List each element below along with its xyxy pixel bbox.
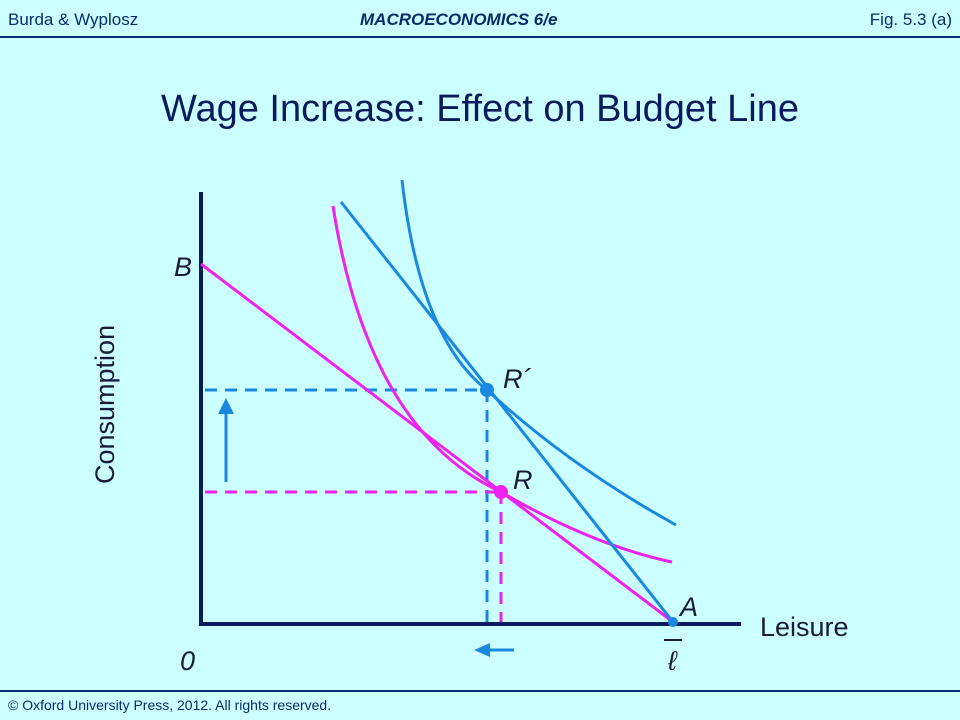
y-axis-label: Consumption xyxy=(90,325,120,484)
x-axis-label: Leisure xyxy=(760,612,849,642)
label-r-prime: R´ xyxy=(503,364,532,394)
point-r xyxy=(494,485,508,499)
new-budget-line xyxy=(339,201,675,623)
label-b: B xyxy=(174,252,192,282)
max-leisure-label: ℓ xyxy=(667,646,678,676)
consumption-increase-arrow-icon xyxy=(218,398,234,414)
slide-title: Wage Increase: Effect on Budget Line xyxy=(161,88,799,130)
point-r-prime xyxy=(480,383,494,397)
label-r: R xyxy=(513,465,533,495)
old-budget-line xyxy=(200,262,674,624)
leisure-decrease-arrow-icon xyxy=(474,643,490,657)
origin-label: 0 xyxy=(180,646,195,676)
point-a xyxy=(668,617,678,627)
label-a: A xyxy=(678,592,698,622)
copyright-footer: © Oxford University Press, 2012. All rig… xyxy=(8,697,332,713)
header-book-title: MACROECONOMICS 6/e xyxy=(360,10,558,29)
header-figure-number: Fig. 5.3 (a) xyxy=(869,10,952,29)
header-rule xyxy=(0,36,960,38)
new-indifference-curve xyxy=(400,179,677,527)
header-author: Burda & Wyplosz xyxy=(8,10,139,29)
footer-rule xyxy=(0,690,960,692)
